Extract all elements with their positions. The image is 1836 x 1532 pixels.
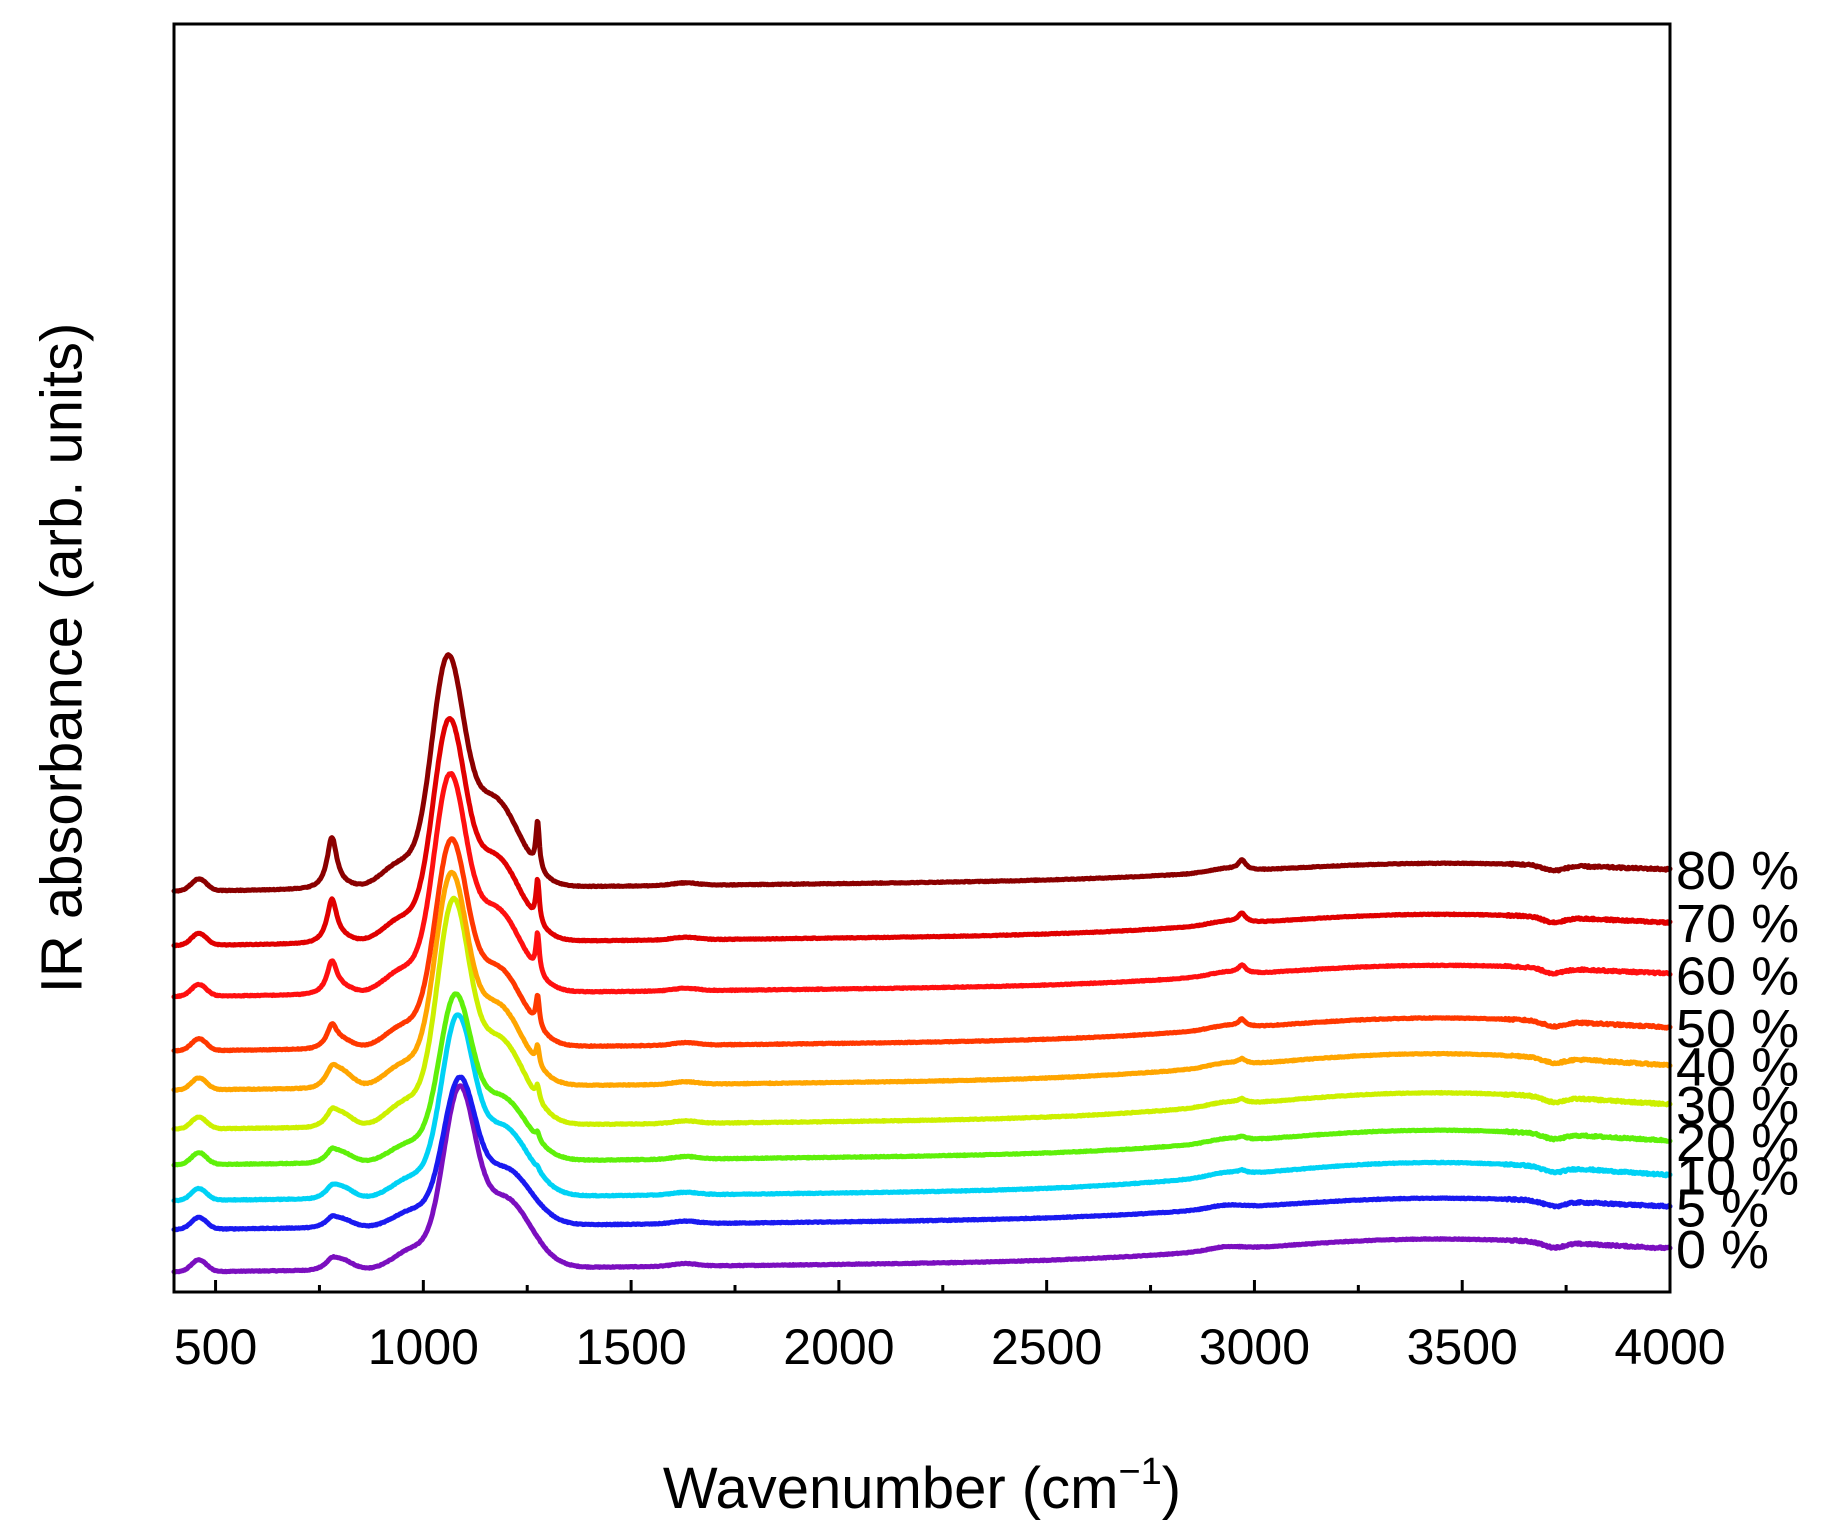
- series-curve-40pct: [171, 869, 1673, 1093]
- series-label: 20 %: [1676, 1113, 1799, 1173]
- series-label: 80 %: [1676, 841, 1799, 901]
- series-curve-60pct: [171, 771, 1673, 1000]
- x-axis-title-sup: −1: [1118, 1451, 1161, 1493]
- series-curve-30pct: [171, 895, 1673, 1132]
- series-label: 5 %: [1676, 1178, 1769, 1238]
- x-axis-title: Wavenumber (cm−1): [663, 1451, 1181, 1521]
- spectra-curves: [171, 652, 1673, 1275]
- x-tick-label: 1500: [575, 1319, 686, 1375]
- x-tick-label: 1000: [368, 1319, 479, 1375]
- x-tick-label: 500: [174, 1319, 257, 1375]
- y-axis-title: IR absorbance (arb. units): [30, 323, 95, 994]
- series-label: 50 %: [1676, 999, 1799, 1059]
- series-curve-10pct: [171, 1012, 1673, 1204]
- x-axis-title-end: ): [1162, 1456, 1181, 1521]
- series-curve-0pct: [171, 1083, 1673, 1275]
- x-axis-ticks: 500 1000 1500 2000 2500 3000 3500 4000: [174, 1280, 1726, 1375]
- x-tick-label: 3000: [1199, 1319, 1310, 1375]
- series-curve-20pct: [171, 991, 1673, 1168]
- series-label: 40 %: [1676, 1038, 1799, 1098]
- series-curve-70pct: [171, 716, 1673, 949]
- series-curve-5pct: [171, 1074, 1673, 1233]
- series-labels: 0 %5 %10 %20 %30 %40 %50 %60 %70 %80 %: [1676, 841, 1799, 1280]
- x-axis-title-main: Wavenumber (cm: [663, 1456, 1119, 1521]
- x-tick-label: 2500: [991, 1319, 1102, 1375]
- series-label: 30 %: [1676, 1076, 1799, 1136]
- x-tick-label: 2000: [783, 1319, 894, 1375]
- series-curve-50pct: [171, 836, 1673, 1054]
- series-label: 60 %: [1676, 946, 1799, 1006]
- series-label: 10 %: [1676, 1147, 1799, 1207]
- x-tick-label: 3500: [1407, 1319, 1518, 1375]
- plot-frame: [172, 22, 1672, 1294]
- series-curve-80pct: [171, 652, 1673, 894]
- series-label: 70 %: [1676, 894, 1799, 954]
- x-tick-label: 4000: [1614, 1319, 1725, 1375]
- series-label: 0 %: [1676, 1220, 1769, 1280]
